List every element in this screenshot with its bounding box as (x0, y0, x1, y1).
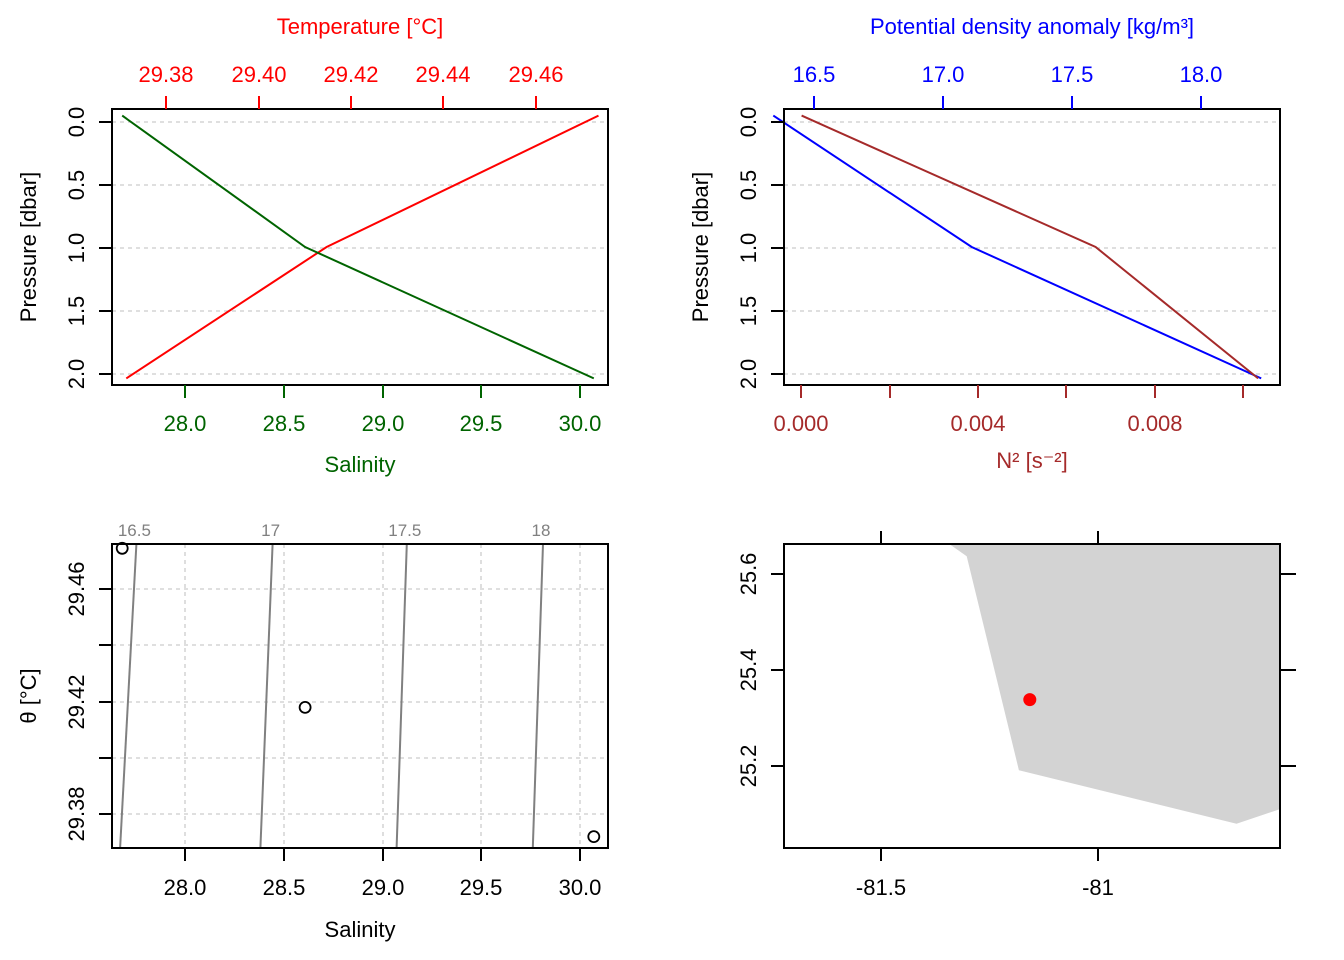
p2-plot-frame (783, 108, 1281, 386)
density-contour-line (259, 543, 274, 849)
salinity-tick-label: 30.0 (559, 411, 602, 436)
latitude-tick-label: 25.2 (736, 745, 761, 788)
ts-point (587, 830, 601, 843)
density-tick-label: 17.0 (922, 62, 965, 87)
n2-axis: 0.000 0.004 0.008 N² [s⁻²] (773, 385, 1244, 473)
salinity-tick-label: 28.0 (164, 411, 207, 436)
salinity-axis-title: Salinity (325, 917, 396, 942)
temperature-tick-label: 29.44 (415, 62, 470, 87)
theta-axis-title: θ [°C] (16, 668, 41, 723)
temperature-tick-label: 29.46 (508, 62, 563, 87)
salinity-tick-label: 28.5 (263, 875, 306, 900)
p3-grid (112, 544, 608, 848)
salinity-axis: 28.0 28.5 29.0 29.5 30.0 Salinity (164, 385, 602, 477)
salinity-tick-label: 29.0 (362, 875, 405, 900)
p2-grid (784, 121, 1280, 375)
salinity-tick-label: 29.0 (362, 411, 405, 436)
salinity-tick-label: 28.5 (263, 411, 306, 436)
p3-theta-axis: 29.38 29.42 29.46 θ [°C] (16, 561, 112, 842)
temperature-tick-label: 29.40 (231, 62, 286, 87)
n2-tick-label: 0.000 (773, 411, 828, 436)
ts-points (115, 541, 601, 843)
density-tick-label: 18.0 (1180, 62, 1223, 87)
density-contour-label: 16.5 (118, 521, 151, 540)
pressure-tick-label: 1.0 (64, 233, 89, 264)
ts-point (298, 701, 312, 714)
n2-series-line (801, 114, 1259, 380)
salinity-tick-label: 28.0 (164, 875, 207, 900)
temperature-series-line (125, 114, 599, 380)
panel-station-map: -81.5 -81 25.2 25.4 25.6 (736, 531, 1296, 900)
p2-pressure-axis: 0.0 0.5 1.0 1.5 2.0 Pressure [dbar] (688, 107, 784, 390)
density-series-line (772, 114, 1262, 380)
p3-salinity-axis: 28.0 28.5 29.0 29.5 30.0 Salinity (164, 848, 602, 942)
theta-tick-label: 29.38 (64, 786, 89, 841)
pressure-tick-label: 0.0 (64, 107, 89, 138)
pressure-tick-label: 1.5 (64, 296, 89, 327)
density-tick-label: 17.5 (1051, 62, 1094, 87)
temperature-axis: 29.38 29.40 29.42 29.44 29.46 Temperatur… (138, 14, 564, 109)
land-polygon (949, 544, 1280, 824)
latitude-tick-label: 25.6 (736, 553, 761, 596)
pressure-tick-label: 0.5 (64, 170, 89, 201)
p1-grid (112, 121, 608, 375)
salinity-tick-label: 29.5 (460, 411, 503, 436)
pressure-tick-label: 0.0 (736, 107, 761, 138)
density-axis-title: Potential density anomaly [kg/m³] (870, 14, 1194, 39)
n2-axis-title: N² [s⁻²] (996, 448, 1068, 473)
pressure-axis-title: Pressure [dbar] (688, 172, 713, 322)
p4-latitude-axis: 25.2 25.4 25.6 (736, 553, 1296, 788)
ts-point (115, 541, 129, 555)
temperature-tick-label: 29.38 (138, 62, 193, 87)
p1-plot-frame (111, 108, 609, 386)
longitude-tick-label: -81 (1082, 875, 1114, 900)
salinity-tick-label: 30.0 (559, 875, 602, 900)
n2-tick-label: 0.008 (1127, 411, 1182, 436)
density-axis: 16.5 17.0 17.5 18.0 Potential density an… (793, 14, 1223, 109)
density-tick-label: 16.5 (793, 62, 836, 87)
pressure-tick-label: 1.0 (736, 233, 761, 264)
density-contours: 16.5 17 17.5 18 (118, 521, 551, 849)
longitude-tick-label: -81.5 (856, 875, 906, 900)
density-contour-line (119, 543, 138, 849)
panel-ts-diagram: 16.5 17 17.5 18 28.0 28.5 29.0 29.5 30.0 Sa… (16, 521, 609, 942)
station-marker (1023, 693, 1037, 707)
p4-longitude-axis: -81.5 -81 (856, 531, 1114, 900)
p3-plot-frame (111, 543, 609, 849)
salinity-tick-label: 29.5 (460, 875, 503, 900)
pressure-axis-title: Pressure [dbar] (16, 172, 41, 322)
pressure-tick-label: 1.5 (736, 296, 761, 327)
temperature-axis-title: Temperature [°C] (277, 14, 444, 39)
theta-tick-label: 29.46 (64, 561, 89, 616)
pressure-tick-label: 2.0 (64, 359, 89, 390)
panel-salinity-temperature: 29.38 29.40 29.42 29.44 29.46 Temperatur… (16, 14, 609, 477)
density-contour-line (395, 543, 408, 849)
theta-tick-label: 29.42 (64, 674, 89, 729)
pressure-tick-label: 2.0 (736, 359, 761, 390)
salinity-series-line (121, 114, 595, 380)
p4-plot-frame (783, 543, 1281, 849)
panel-density-n2: 16.5 17.0 17.5 18.0 Potential density an… (688, 14, 1281, 473)
temperature-tick-label: 29.42 (323, 62, 378, 87)
density-contour-label: 17 (261, 521, 280, 540)
p1-pressure-axis: 0.0 0.5 1.0 1.5 2.0 Pressure [dbar] (16, 107, 112, 390)
density-contour-line (531, 543, 544, 849)
latitude-tick-label: 25.4 (736, 649, 761, 692)
salinity-axis-title: Salinity (325, 452, 396, 477)
pressure-tick-label: 0.5 (736, 170, 761, 201)
density-contour-label: 17.5 (388, 521, 421, 540)
n2-tick-label: 0.004 (950, 411, 1005, 436)
density-contour-label: 18 (532, 521, 551, 540)
